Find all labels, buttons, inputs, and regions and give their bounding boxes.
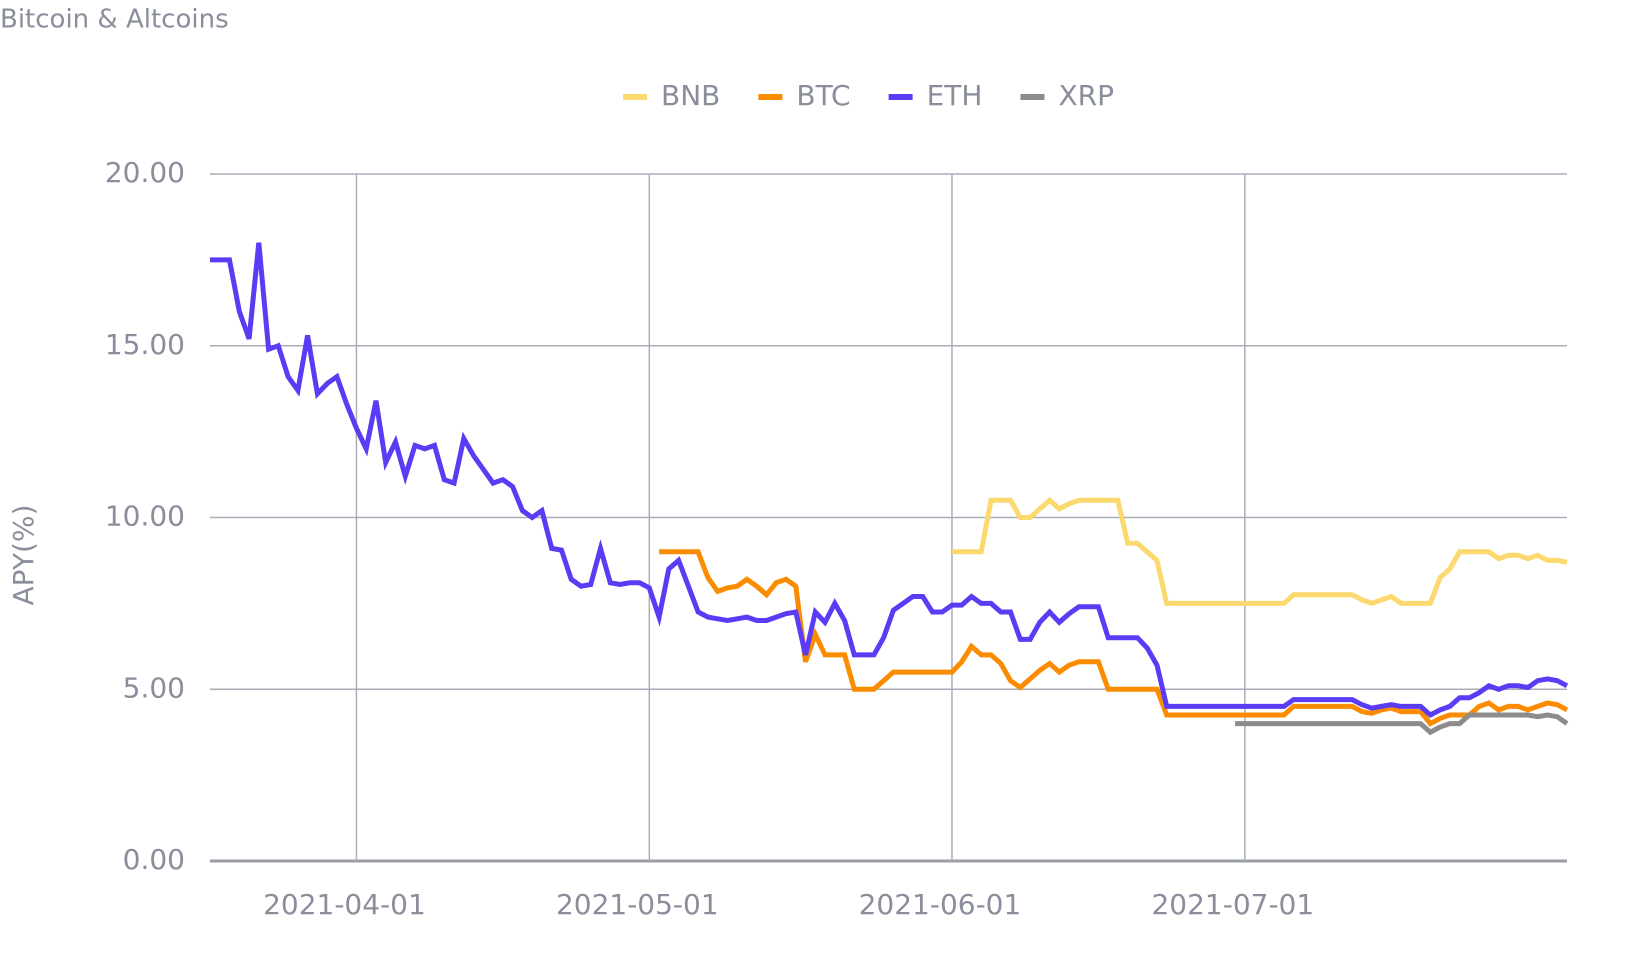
legend-label: BTC	[796, 79, 850, 112]
y-tick-label: 15.00	[105, 328, 185, 361]
chart-title: Bitcoin & Altcoins	[0, 5, 229, 35]
y-axis-label: APY(%)	[7, 505, 40, 606]
series-line	[659, 549, 1569, 727]
y-tick-label: 10.00	[105, 500, 185, 533]
x-tick-label: 2021-07-01	[1151, 888, 1314, 921]
series-line	[210, 242, 1569, 719]
legend-label: ETH	[927, 79, 983, 112]
series-line	[1235, 712, 1569, 736]
y-tick-label: 5.00	[123, 671, 185, 704]
y-tick-label: 20.00	[105, 156, 185, 189]
legend-label: BNB	[661, 79, 720, 112]
x-tick-label: 2021-04-01	[263, 888, 426, 921]
series-line	[952, 496, 1568, 607]
y-tick-label: 0.00	[123, 843, 185, 876]
x-tick-label: 2021-05-01	[556, 888, 719, 921]
legend-label: XRP	[1058, 79, 1114, 112]
x-tick-label: 2021-06-01	[859, 888, 1022, 921]
